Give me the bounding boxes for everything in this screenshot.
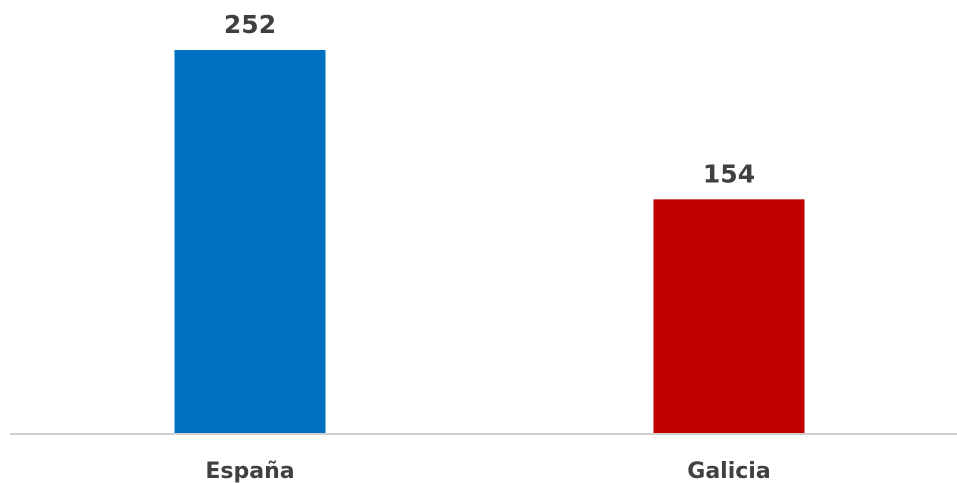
- category-label-espana: España: [205, 459, 294, 483]
- category-labels-group: España Galicia: [205, 459, 770, 483]
- data-labels-group: 252 154: [224, 10, 755, 188]
- bars-group: [174, 50, 805, 434]
- bar-espana: [174, 50, 326, 434]
- data-label-galicia: 154: [703, 159, 755, 188]
- data-label-espana: 252: [224, 10, 276, 39]
- category-label-galicia: Galicia: [687, 459, 770, 483]
- bar-galicia: [653, 199, 805, 434]
